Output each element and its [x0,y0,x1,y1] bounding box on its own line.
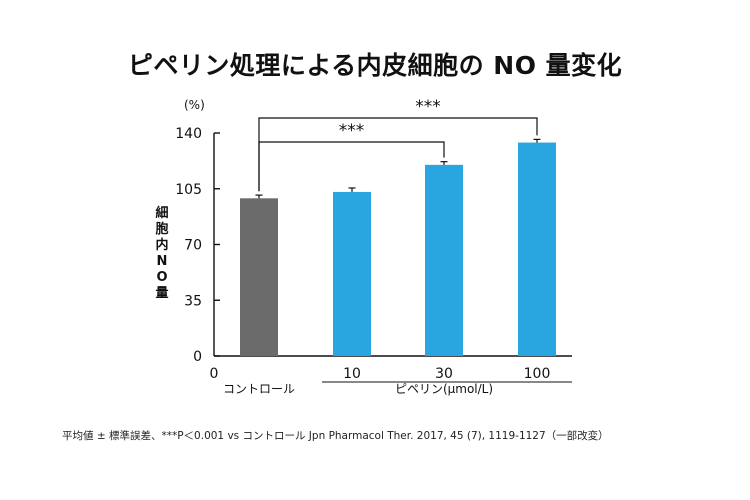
bar-0 [240,198,278,356]
y-tick-label: 0 [193,349,202,365]
footnote: 平均値 ± 標準誤差、***P＜0.001 vs コントロール Jpn Phar… [62,430,609,442]
error-bars [255,138,541,199]
x-origin-label: 0 [210,366,219,382]
significance-stars-0: *** [339,121,365,141]
y-tick-label: 70 [184,238,202,254]
group-label: ピペリン(μmol/L) [395,382,493,396]
bar-chart: 0 35 70 105 140 *** *** (%) 0 ピペリン(μmol/L) 細胞… [154,97,572,396]
category-label-2: 30 [435,366,453,382]
bracket-0 [258,141,445,192]
y-ticks: 0 35 70 105 140 [175,126,220,365]
category-label-1: 10 [343,366,361,382]
significance-stars-1: *** [415,97,441,117]
bars [240,142,556,356]
y-unit-label: (%) [184,98,205,112]
category-label-0: コントロール [223,382,295,396]
y-tick-label: 105 [175,182,202,198]
bar-2 [425,164,463,356]
bar-3 [518,142,556,356]
axis-labels: (%) 0 ピペリン(μmol/L) 細胞内 N O 量 コントロール 10 30 100 [154,98,550,396]
y-axis-label: 細胞内 N O 量 [154,205,168,301]
bracket-1 [258,117,538,192]
category-label-3: 100 [524,366,551,382]
y-tick-label: 35 [184,293,202,309]
significance-brackets: *** *** [258,97,538,192]
y-tick-label: 140 [175,126,202,142]
bar-1 [333,191,371,356]
chart-title: ピペリン処理による内皮細胞の NO 量変化 [127,51,623,80]
